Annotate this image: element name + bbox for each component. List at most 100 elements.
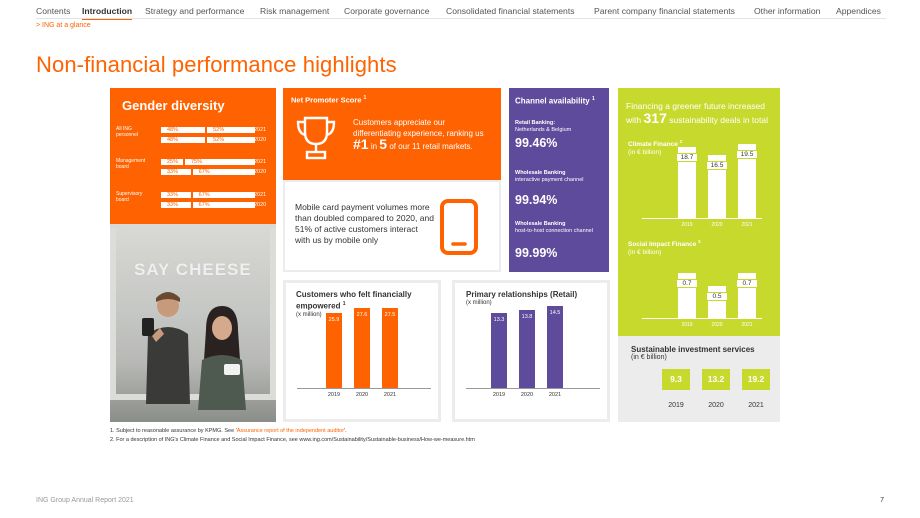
chart-x-label: 2020 [355,392,369,398]
person-woman-icon [198,306,246,410]
sis-subtitle: (in € billion) [631,354,667,361]
chart-x-label: 2021 [548,392,562,398]
chart-bar [547,306,563,388]
female-share: 33% [160,191,192,199]
chart-x-label: 2021 [383,392,397,398]
male-share: 67% [191,191,256,199]
channel-title: Channel availability 1 [515,96,595,106]
chart-value-label: 0.7 [736,278,758,288]
chart-value-label: 13.3 [493,317,505,324]
nav-governance[interactable]: Corporate governance [344,6,430,16]
footnote-1: 1. Subject to reasonable assurance by KP… [110,428,347,434]
gender-year: 2020 [254,169,267,175]
male-share: 75% [184,158,256,166]
channel-item-sub: interactive payment channel [515,177,584,183]
chart-axis [642,318,762,319]
chart-value-label: 27.5 [384,312,396,319]
financially-empowered-chart: Customers who felt financially empowered… [283,280,441,422]
climate-finance-title: Climate Finance 2 (in € billion) [628,139,683,157]
chart-x-label: 2020 [711,322,723,328]
channel-item-value: 99.99% [515,246,558,260]
sis-year: 2019 [668,402,684,409]
gender-ratio-bar: 48% 52% [160,136,256,144]
primary-relationships-chart: Primary relationships (Retail) (x millio… [452,280,610,422]
nav-strategy[interactable]: Strategy and performance [145,6,245,16]
greener-future-panel: Financing a greener future increased wit… [618,88,780,336]
people-photo: SAY CHEESE [110,224,276,422]
chart-bar [708,155,726,218]
chart-x-label: 2020 [520,392,534,398]
chart-x-label: 2019 [492,392,506,398]
chart-x-label: 2019 [681,222,693,228]
channel-availability-panel: Channel availability 1 Retail Banking: N… [509,88,609,272]
nps-panel: Net Promoter Score 1 Customers appreciat… [283,88,501,180]
trophy-icon [296,116,336,160]
chart-bar [382,308,398,388]
male-share: 52% [206,136,256,144]
gender-ratio-bar: 25% 75% [160,158,256,166]
sis-value: 9.3 [662,369,690,390]
chart-x-label: 2021 [741,222,753,228]
social-impact-title: Social Impact Finance 2 (in € billion) [628,239,701,257]
greener-text: Financing a greener future increased wit… [626,101,768,126]
chart-bar [738,143,756,218]
female-share: 48% [160,126,207,134]
mobile-panel: Mobile card payment volumes more than do… [283,180,501,272]
gender-diversity-panel: Gender diversity All ING personnel 48% 52%… [110,88,276,224]
channel-item-sub: Netherlands & Belgium [515,127,572,133]
chart-subtitle: (x million) [296,312,322,318]
chart-x-label: 2020 [711,222,723,228]
male-share: 67% [191,168,256,176]
chart-value-label: 18.7 [676,152,698,162]
female-share: 33% [160,168,192,176]
chart-value-label: 25.9 [328,316,340,323]
gender-year: 2020 [254,202,267,208]
chart-value-label: 14.5 [549,310,561,317]
nav-risk[interactable]: Risk management [260,6,330,16]
nps-title: Net Promoter Score 1 [291,95,367,105]
chart-bar [678,146,696,218]
sis-title: Sustainable investment services [631,345,755,354]
sis-value: 19.2 [742,369,770,390]
nav-appendices[interactable]: Appendices [836,6,881,16]
chart-value-label: 0.5 [706,291,728,301]
nav-introduction[interactable]: Introduction [82,6,133,20]
chart-x-label: 2019 [681,322,693,328]
channel-item-value: 99.46% [515,136,558,150]
mirror-frame [110,228,276,400]
top-navigation: Contents Introduction Strategy and perfo… [36,6,900,20]
person-man-icon [142,292,190,404]
nav-contents[interactable]: Contents [36,6,71,16]
nav-other[interactable]: Other information [754,6,821,16]
footnote-2: 2. For a description of ING's Climate Fi… [110,437,475,443]
channel-item-sub: host-to-host connection channel [515,228,593,234]
gender-year: 2020 [254,137,267,143]
gender-group-label: Management board [116,158,146,170]
male-share: 52% [206,126,256,134]
gender-ratio-bar: 33% 67% [160,191,256,199]
breadcrumb[interactable]: > ING at a glance [36,22,91,29]
gender-year: 2021 [254,127,267,133]
female-share: 48% [160,136,207,144]
footer-report-name: ING Group Annual Report 2021 [36,497,134,504]
female-share: 33% [160,201,192,209]
gender-year: 2021 [254,159,267,165]
page-title: Non-financial performance highlights [36,52,397,77]
chart-value-label: 13.8 [521,314,533,321]
mobile-phone-icon [440,199,478,255]
sis-value: 13.2 [702,369,730,390]
gender-group-label: Supervisory board [116,191,143,203]
sustainable-investment-panel: Sustainable investment services (in € bi… [618,336,780,422]
nps-text: Customers appreciate our differentiating… [353,118,484,152]
sis-year: 2020 [708,402,724,409]
nav-parent[interactable]: Parent company financial statements [594,6,735,16]
gender-year: 2021 [254,192,267,198]
auditor-report-link[interactable]: Assurance report of the independent audi… [236,428,345,434]
chart-x-label: 2021 [741,322,753,328]
gender-group-label: All ING personnel [116,126,138,138]
chart-value-label: 19.5 [736,149,758,159]
nav-consolidated[interactable]: Consolidated financial statements [446,6,575,16]
gender-ratio-bar: 33% 67% [160,168,256,176]
page-number: 7 [880,497,884,504]
mobile-text: Mobile card payment volumes more than do… [295,202,434,245]
